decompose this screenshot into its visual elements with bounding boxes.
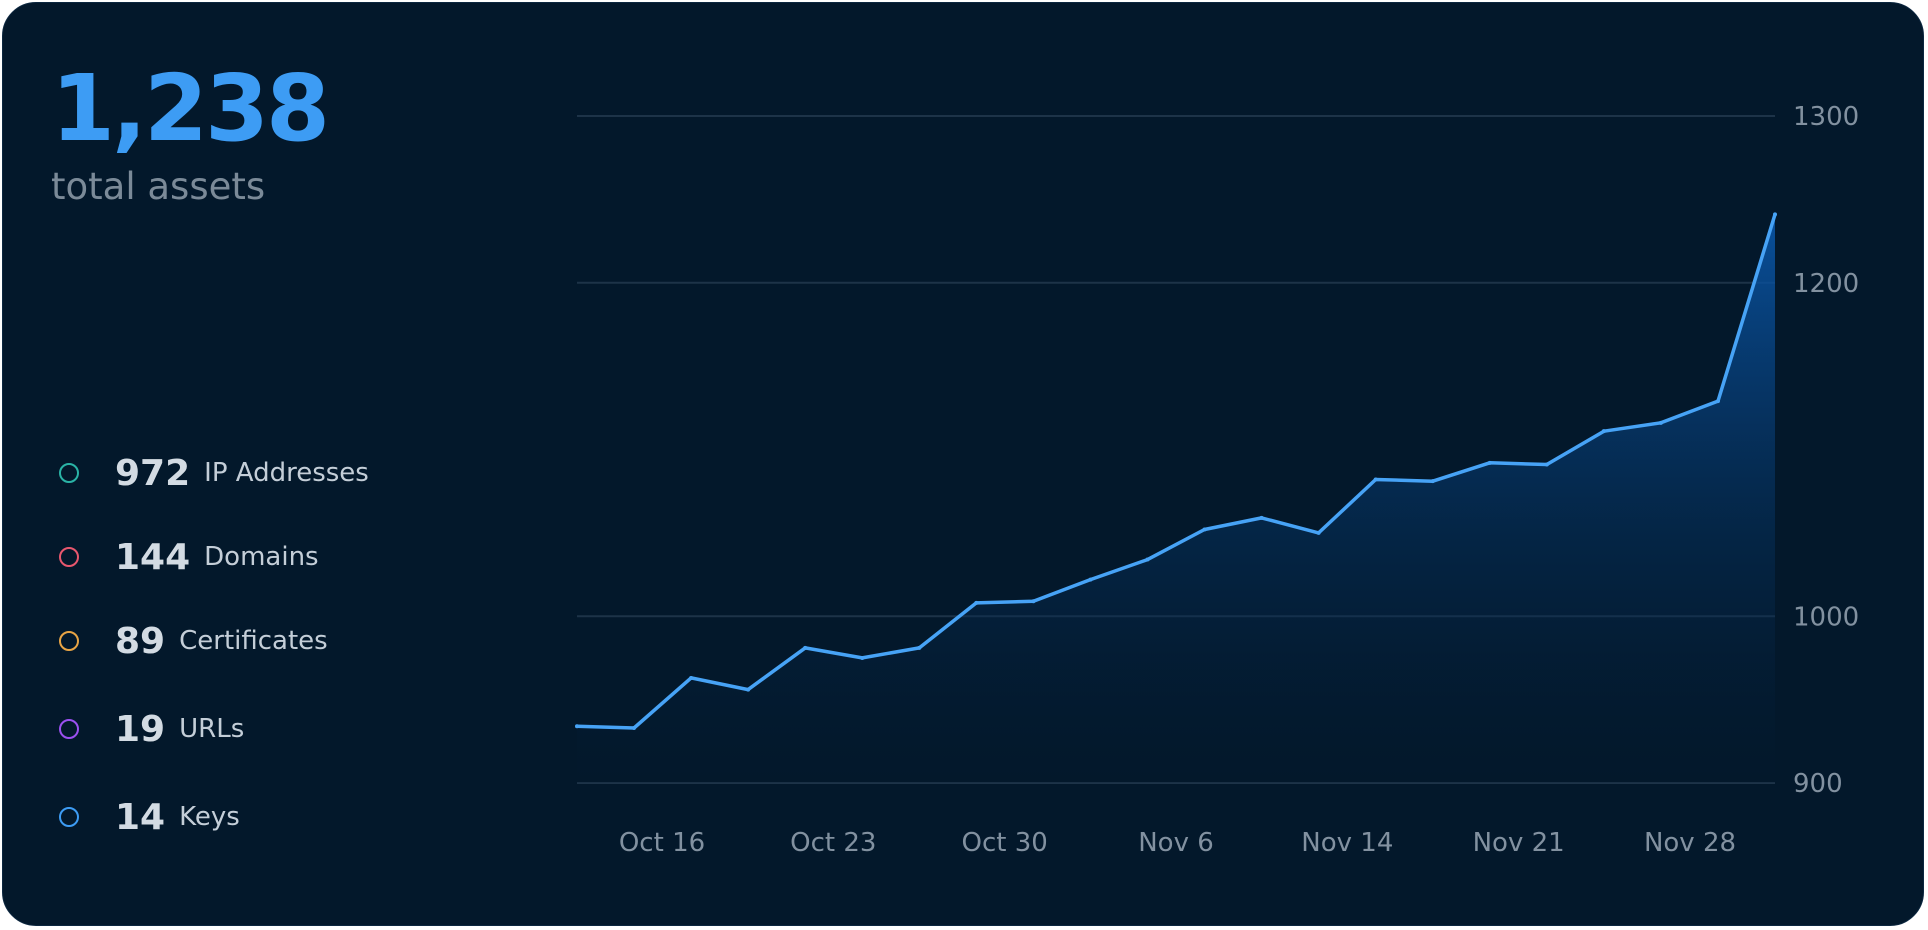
data-point (974, 600, 979, 605)
data-point (1715, 399, 1720, 404)
data-point (575, 724, 579, 729)
keys-count: 14 (115, 796, 166, 838)
data-point (1487, 460, 1492, 465)
urls-circle-icon (59, 719, 79, 739)
x-tick-label: Nov 14 (1301, 828, 1393, 858)
data-point (632, 725, 637, 730)
data-point (1031, 599, 1036, 604)
keys-circle-icon (59, 807, 79, 827)
legend-item-certificates[interactable]: 89 Certificates (59, 620, 328, 662)
urls-count: 19 (115, 708, 166, 750)
urls-label: URLs (179, 714, 245, 744)
domains-count: 144 (115, 536, 191, 578)
certificates-circle-icon (59, 631, 79, 651)
series-line (575, 212, 1777, 730)
data-point (1088, 577, 1093, 582)
x-tick-label: Oct 30 (962, 828, 1048, 858)
legend-item-keys[interactable]: 14 Keys (59, 796, 240, 838)
data-point (1430, 479, 1435, 484)
x-tick-label: Nov 28 (1644, 828, 1736, 858)
data-point (1773, 212, 1777, 217)
ip-addresses-circle-icon (59, 463, 79, 483)
data-point (803, 645, 808, 650)
data-point (1316, 530, 1321, 535)
ip-addresses-label: IP Addresses (204, 458, 369, 488)
data-point (917, 645, 922, 650)
total-assets-count: 1,238 (51, 55, 330, 162)
y-tick-label: 1200 (1793, 269, 1859, 299)
data-point (689, 675, 694, 680)
y-tick-label: 1300 (1793, 102, 1859, 132)
data-point (1145, 557, 1150, 562)
keys-label: Keys (179, 802, 240, 832)
data-point (1259, 515, 1264, 520)
legend-item-ip-addresses[interactable]: 972 IP Addresses (59, 452, 369, 494)
x-tick-label: Nov 21 (1473, 828, 1565, 858)
certificates-count: 89 (115, 620, 166, 662)
total-assets-label: total assets (51, 165, 266, 208)
data-point (746, 687, 751, 692)
data-point (1373, 477, 1378, 482)
total-summary: 1,238 total assets (51, 63, 491, 209)
y-tick-label: 900 (1793, 769, 1843, 799)
certificates-label: Certificates (179, 626, 328, 656)
legend-item-domains[interactable]: 144 Domains (59, 536, 319, 578)
x-tick-label: Nov 6 (1138, 828, 1214, 858)
x-tick-label: Oct 23 (790, 828, 876, 858)
data-point (1544, 462, 1549, 467)
y-tick-label: 1000 (1793, 602, 1859, 632)
legend-item-urls[interactable]: 19 URLs (59, 708, 245, 750)
data-point (860, 655, 865, 660)
ip-addresses-count: 972 (115, 452, 191, 494)
data-point (1658, 420, 1663, 425)
domains-circle-icon (59, 547, 79, 567)
area-fill (577, 214, 1775, 783)
x-tick-label: Oct 16 (619, 828, 705, 858)
data-point (1601, 429, 1606, 434)
data-point (1202, 527, 1207, 532)
domains-label: Domains (204, 542, 319, 572)
